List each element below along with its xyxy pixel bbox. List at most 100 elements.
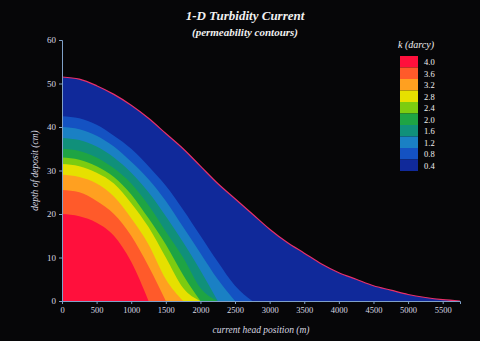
y-axis-line — [59, 41, 63, 302]
contour-band — [62, 214, 149, 301]
x-tick: 0 — [60, 301, 64, 315]
y-tick-mark — [59, 171, 62, 172]
x-tick: 4500 — [365, 301, 382, 315]
contour-band — [62, 116, 252, 301]
y-tick-label: 20 — [47, 209, 57, 219]
legend-label: 2.8 — [424, 92, 435, 102]
y-axis-title: depth of deposit (cm) — [30, 130, 41, 210]
y-tick: 0 — [52, 296, 63, 306]
x-tick: 1500 — [158, 301, 175, 315]
y-tick-mark — [59, 301, 62, 302]
legend-swatch — [400, 79, 418, 91]
legend-label: 2.4 — [424, 103, 435, 113]
y-tick-label: 30 — [47, 166, 57, 176]
legend-swatch — [400, 125, 418, 137]
legend-swatch — [400, 148, 418, 160]
y-tick-mark — [59, 214, 62, 215]
title: 1-D Turbidity Current — [186, 8, 305, 23]
legend-swatch — [400, 102, 418, 114]
legend-swatch — [400, 137, 418, 149]
x-tick-label: 0 — [60, 305, 64, 315]
x-tick-mark — [200, 301, 201, 304]
legend: k (darcy) 4.0 3.63.2 2.82.4 2.01.6 1.20.8 0.4 — [398, 39, 435, 171]
contour-band — [62, 138, 218, 301]
legend-label: 4.0 — [424, 57, 435, 67]
x-tick-label: 2000 — [192, 305, 209, 315]
x-tick-mark — [235, 301, 236, 304]
y-tick-mark — [59, 84, 62, 85]
y-tick-mark — [59, 127, 62, 128]
x-tick-label: 2500 — [227, 305, 244, 315]
legend-label: 0.8 — [424, 149, 435, 159]
subtitle: (permeability contours) — [192, 26, 298, 39]
y-tick: 10 — [47, 253, 62, 263]
x-tick-mark — [131, 301, 132, 304]
legend-label: 0.4 — [424, 161, 435, 171]
contour-band — [62, 157, 200, 301]
y-tick-label: 60 — [47, 35, 57, 45]
x-tick-label: 1000 — [123, 305, 140, 315]
x-axis: 0 500 1000 1500 2000 2500 3000 3500 4000 4500 5000… — [60, 301, 460, 315]
x-tick-label: 5000 — [400, 305, 417, 315]
x-tick-label: 500 — [91, 305, 104, 315]
x-tick-mark — [270, 301, 271, 304]
legend-swatch — [400, 114, 418, 126]
legend-swatch — [400, 91, 418, 103]
y-tick-mark — [59, 40, 62, 41]
x-tick-label: 1500 — [158, 305, 175, 315]
x-tick-mark — [97, 301, 98, 304]
x-tick-mark — [408, 301, 409, 304]
x-tick-mark — [373, 301, 374, 304]
x-tick: 2500 — [227, 301, 244, 315]
x-tick: 4000 — [331, 301, 348, 315]
legend-label: 3.6 — [424, 69, 435, 79]
y-tick-label: 10 — [47, 253, 57, 263]
x-tick-mark — [166, 301, 167, 304]
x-tick-mark — [339, 301, 340, 304]
plot-area: 0500100015002000250030003500400045005000… — [47, 35, 461, 315]
y-tick-label: 50 — [47, 79, 57, 89]
x-tick-label: 4000 — [331, 305, 348, 315]
y-tick-mark — [59, 258, 62, 259]
legend-title: k (darcy) — [398, 39, 435, 51]
x-tick: 3000 — [262, 301, 279, 315]
x-tick-label: 5500 — [435, 305, 452, 315]
x-tick: 3500 — [296, 301, 313, 315]
legend-label: 1.6 — [424, 126, 435, 136]
legend-swatch — [400, 160, 418, 172]
y-tick: 20 — [47, 209, 62, 219]
x-tick: 500 — [91, 301, 104, 315]
legend-label: 2.0 — [424, 115, 435, 125]
y-tick: 50 — [47, 79, 62, 89]
x-tick-mark — [304, 301, 305, 304]
deposit-top-line — [62, 77, 460, 301]
legend-label: 1.2 — [424, 138, 435, 148]
x-tick: 5000 — [400, 301, 417, 315]
x-axis-line — [63, 302, 461, 305]
y-tick-label: 40 — [47, 122, 57, 132]
y-axis: 0 10 20 30 40 50 60 — [47, 35, 63, 306]
contour-band — [62, 149, 218, 301]
contour-band — [62, 190, 166, 301]
contour-band — [62, 77, 460, 301]
contour-band — [62, 164, 200, 301]
x-tick-label: 4500 — [365, 305, 382, 315]
y-tick-label: 0 — [52, 296, 57, 306]
contour-band — [62, 175, 183, 301]
y-tick: 30 — [47, 166, 62, 176]
contour-bands — [62, 77, 460, 301]
x-tick: 1000 — [123, 301, 140, 315]
legend-label: 3.2 — [424, 80, 435, 90]
legend-swatch — [400, 68, 418, 80]
contour-band — [62, 127, 235, 301]
x-axis-title: current head position (m) — [212, 325, 309, 336]
x-tick: 5500 — [435, 301, 452, 315]
x-tick-mark — [443, 301, 444, 304]
y-tick: 60 — [47, 35, 62, 45]
x-tick: 2000 — [192, 301, 209, 315]
chart: 0500100015002000250030003500400045005000… — [0, 0, 480, 341]
legend-swatch — [400, 56, 418, 68]
x-tick-label: 3000 — [262, 305, 279, 315]
x-tick-label: 3500 — [296, 305, 313, 315]
y-tick: 40 — [47, 122, 62, 132]
